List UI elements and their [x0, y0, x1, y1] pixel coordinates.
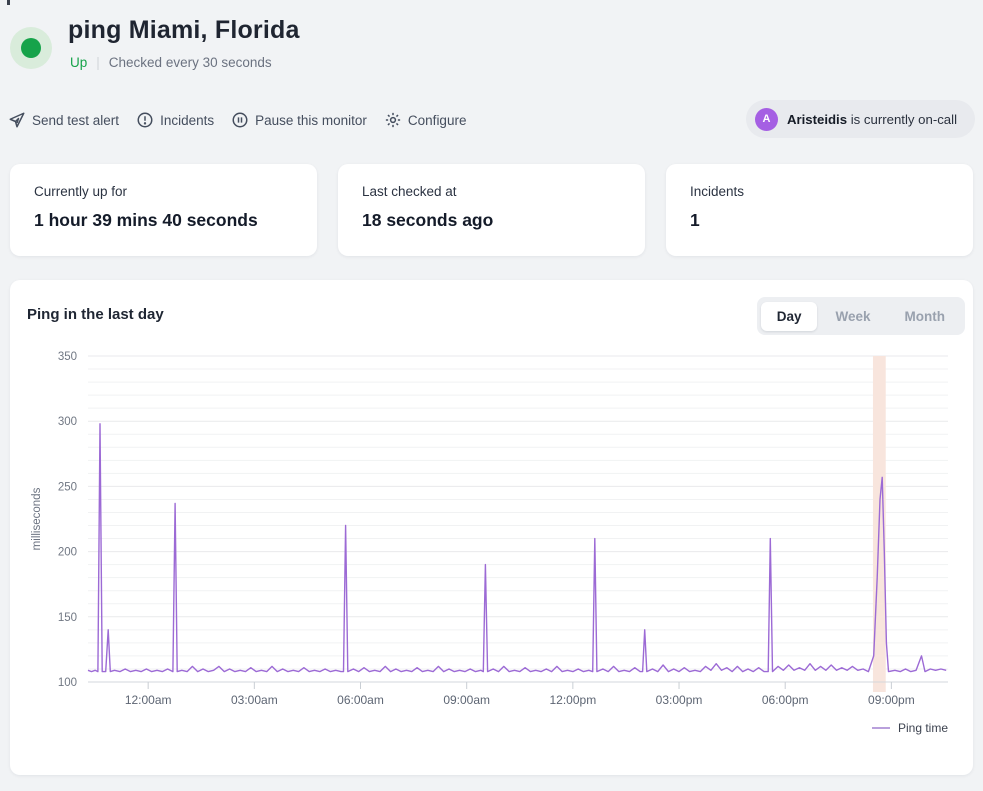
stat-value: 1 [690, 210, 700, 230]
stat-label: Currently up for [34, 184, 128, 199]
svg-text:350: 350 [58, 351, 77, 363]
pause-circle-icon [231, 111, 249, 129]
ping-chart-card: Ping in the last day Day Week Month 12:0… [10, 280, 973, 775]
stat-label: Incidents [690, 184, 745, 199]
legend-line-swatch [871, 727, 890, 729]
status-badge: Up [70, 55, 88, 70]
chart-title: Ping in the last day [27, 306, 164, 323]
svg-text:09:00pm: 09:00pm [868, 693, 915, 707]
incidents-label: Incidents [160, 112, 215, 128]
gear-icon [384, 111, 402, 129]
toolbar: Send test alert Incidents Pause this mon… [8, 106, 466, 134]
pause-monitor-label: Pause this monitor [255, 112, 367, 128]
svg-text:100: 100 [58, 677, 77, 689]
stats-row: Currently up for 1 hour 39 mins 40 secon… [10, 164, 973, 256]
tab-week[interactable]: Week [835, 308, 871, 324]
exclamation-circle-icon [136, 111, 154, 129]
svg-text:03:00pm: 03:00pm [656, 693, 703, 707]
status-indicator [10, 27, 52, 69]
stat-card-last-checked: Last checked at 18 seconds ago [338, 164, 645, 256]
tab-month[interactable]: Month [904, 308, 945, 324]
avatar: A [754, 107, 778, 131]
stat-card-incidents: Incidents 1 [666, 164, 973, 256]
oncall-text: Aristeidis is currently on-call [787, 112, 957, 127]
paper-plane-icon [8, 111, 26, 129]
oncall-suffix: is currently on-call [847, 111, 957, 127]
status-up-dot [21, 38, 41, 58]
legend-label: Ping time [897, 721, 948, 735]
svg-text:06:00pm: 06:00pm [762, 693, 809, 707]
oncall-name: Aristeidis [786, 111, 848, 127]
svg-text:09:00am: 09:00am [443, 693, 490, 707]
ping-line-chart: 12:00am 03:00am 06:00am 09:00am 12:00pm 03:00… [31, 351, 948, 707]
svg-text:200: 200 [58, 547, 77, 559]
svg-text:250: 250 [58, 481, 77, 493]
svg-text:03:00am: 03:00am [231, 693, 278, 707]
svg-text:300: 300 [58, 416, 77, 428]
pause-monitor-button[interactable]: Pause this monitor [231, 111, 367, 129]
page-title: ping Miami, Florida [68, 16, 300, 44]
stat-card-uptime: Currently up for 1 hour 39 mins 40 secon… [10, 164, 317, 256]
subtitle-divider: | [96, 55, 100, 70]
check-interval-text: Checked every 30 seconds [108, 55, 272, 70]
chart-legend: Ping time [871, 721, 948, 735]
stat-value: 1 hour 39 mins 40 seconds [34, 210, 258, 230]
configure-button[interactable]: Configure [384, 111, 467, 129]
svg-text:150: 150 [58, 612, 77, 624]
stat-value: 18 seconds ago [362, 210, 494, 230]
svg-text:06:00am: 06:00am [337, 693, 384, 707]
send-test-alert-button[interactable]: Send test alert [8, 111, 119, 129]
send-test-alert-label: Send test alert [32, 112, 120, 128]
svg-text:milliseconds: milliseconds [31, 487, 43, 550]
range-tab-group: Day Week Month [756, 297, 965, 335]
clipped-text-artifact [7, 0, 10, 5]
incidents-button[interactable]: Incidents [136, 111, 214, 129]
stat-label: Last checked at [362, 184, 457, 199]
tab-day[interactable]: Day [760, 301, 818, 331]
svg-text:12:00am: 12:00am [125, 693, 172, 707]
configure-label: Configure [407, 112, 467, 128]
oncall-badge: A Aristeidis is currently on-call [745, 100, 975, 138]
monitor-subtitle: Up | Checked every 30 seconds [70, 55, 272, 70]
svg-text:12:00pm: 12:00pm [550, 693, 597, 707]
